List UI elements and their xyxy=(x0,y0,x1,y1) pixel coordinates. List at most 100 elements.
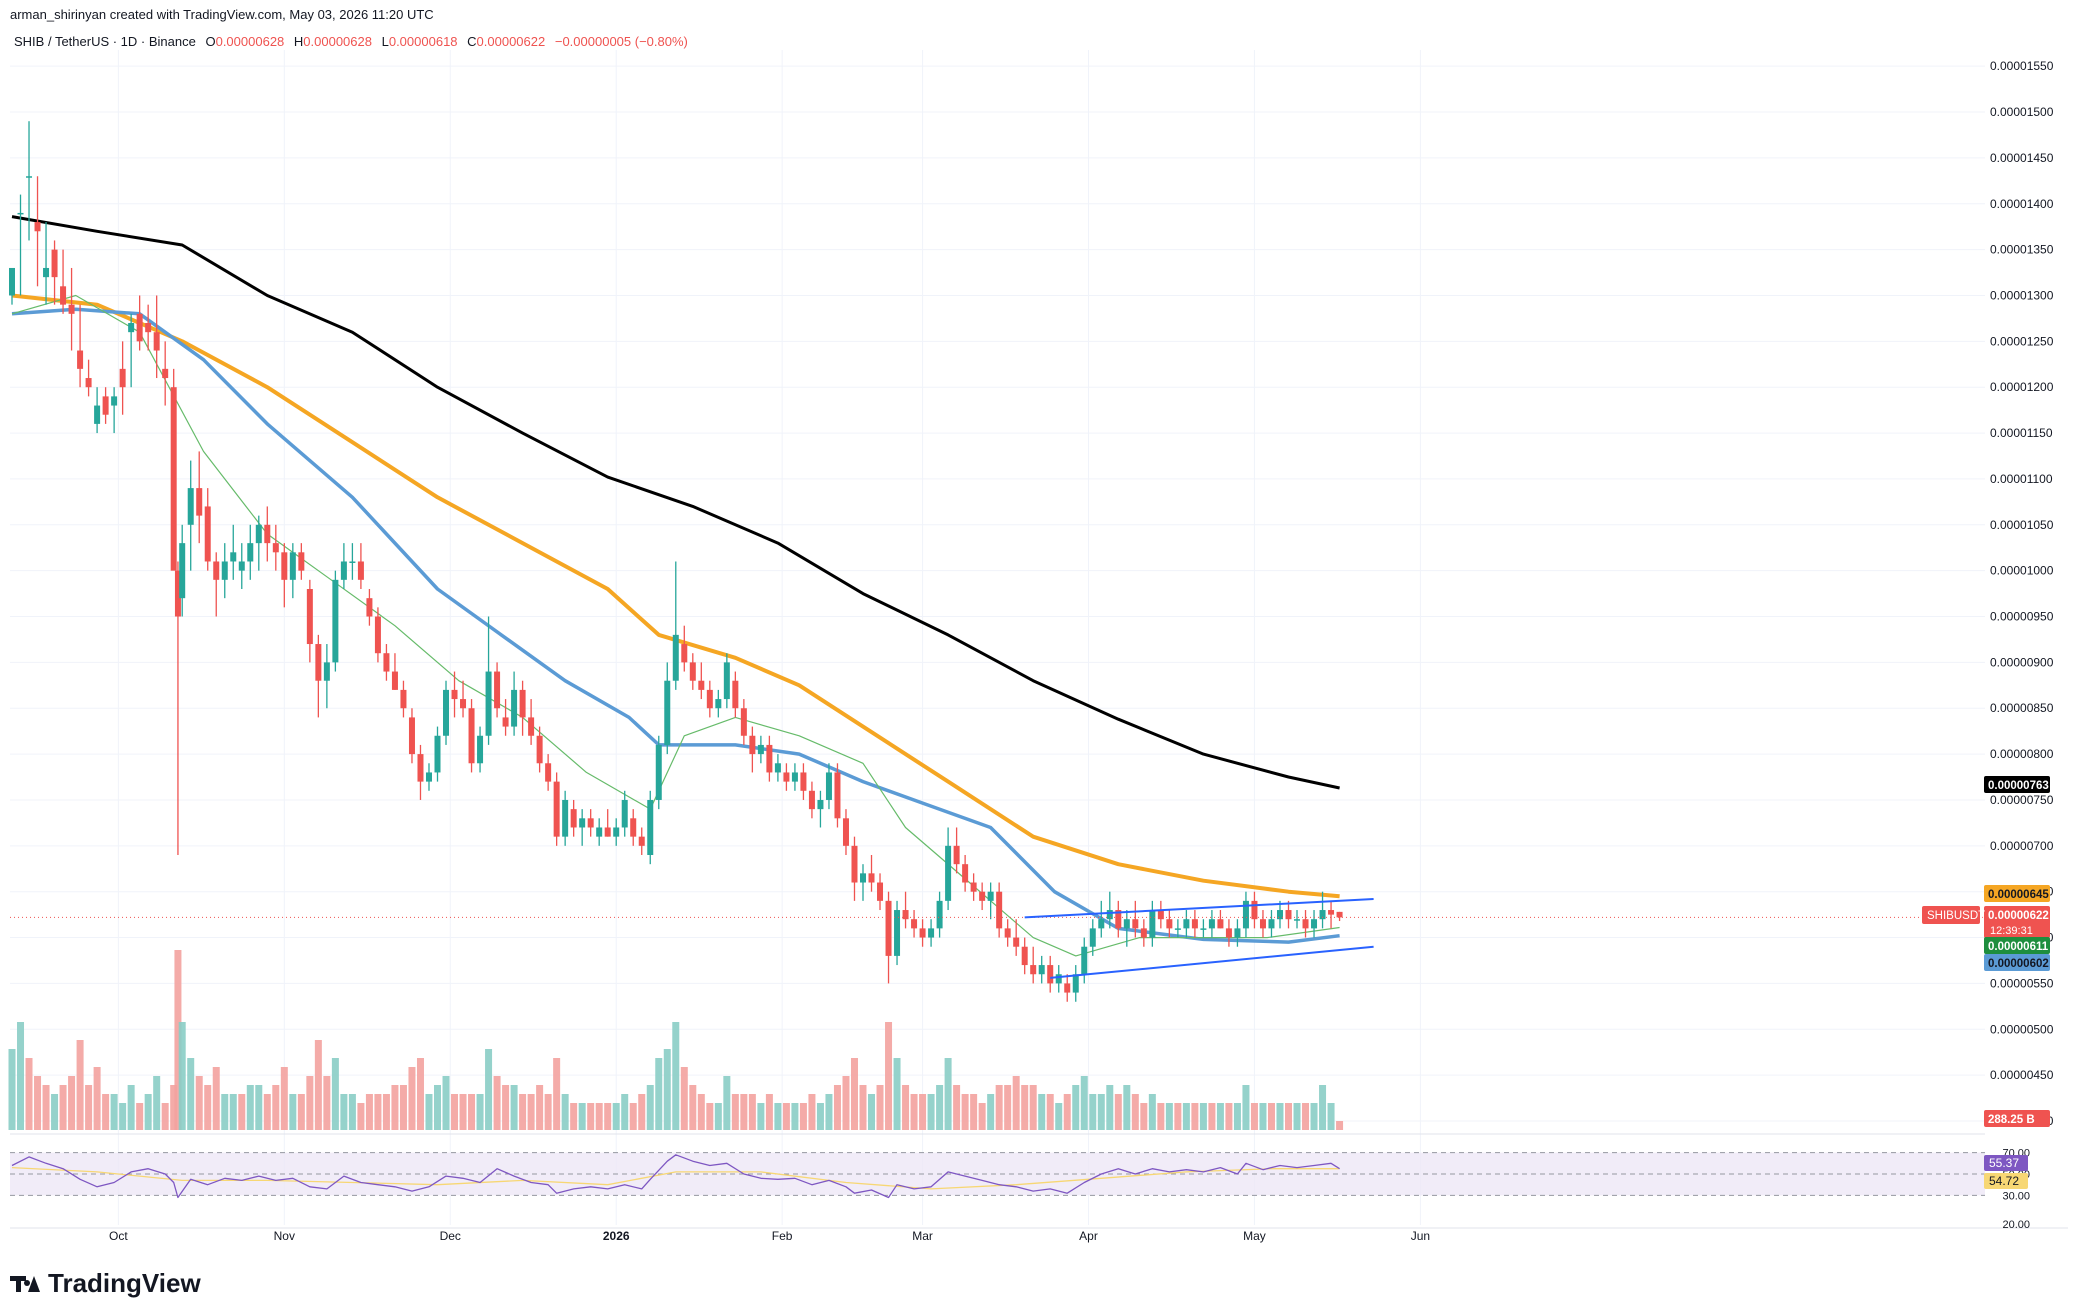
candlestick-series xyxy=(9,121,1985,1002)
candle-body xyxy=(1285,910,1292,920)
candle-body xyxy=(111,396,118,406)
volume-bar xyxy=(170,1085,178,1130)
candle-body xyxy=(511,689,518,727)
volume-bar xyxy=(1182,1103,1190,1130)
candle-body xyxy=(1200,928,1207,930)
volume-bar xyxy=(425,1094,433,1130)
volume-bar xyxy=(927,1094,935,1130)
volume-bar xyxy=(314,1040,322,1130)
volume-bar xyxy=(638,1094,646,1130)
tradingview-logo[interactable]: TradingView xyxy=(10,1268,201,1299)
volume-bar xyxy=(961,1094,969,1130)
volume-bar xyxy=(519,1094,527,1130)
candle-body xyxy=(281,552,288,580)
y-tick-label: 0.00001550 xyxy=(1990,59,2054,73)
candle-body xyxy=(766,744,773,773)
rsi-level-label: 30.00 xyxy=(2002,1190,2030,1202)
change-value: −0.00000005 (−0.80%) xyxy=(554,34,688,49)
candle-body xyxy=(1208,919,1215,929)
channel-line[interactable] xyxy=(1024,898,1374,919)
ma200-price-label-bg xyxy=(1984,776,2050,793)
volume-bar xyxy=(204,1085,212,1130)
candle-body xyxy=(783,772,790,782)
volume-bar xyxy=(697,1094,705,1130)
candle-body xyxy=(647,799,654,855)
candle-body xyxy=(1149,910,1156,938)
candle-body xyxy=(145,323,152,333)
candle-body xyxy=(196,488,203,516)
volume-bar xyxy=(833,1085,841,1130)
candle-body xyxy=(136,313,143,342)
candle-body xyxy=(1013,937,1020,947)
volume-bar xyxy=(468,1094,476,1130)
rsi-line xyxy=(11,1154,1340,1199)
l-value: 0.00000618 xyxy=(388,34,458,49)
candle-body xyxy=(1157,910,1164,920)
volume-bar xyxy=(689,1085,697,1130)
volume-bar xyxy=(723,1076,731,1130)
volume-bar xyxy=(153,1076,161,1130)
candle-body xyxy=(1276,910,1283,920)
volume-bar xyxy=(1208,1103,1216,1130)
channel-lines[interactable] xyxy=(1024,898,1374,979)
volume-bar xyxy=(174,950,182,1130)
volume-bar xyxy=(595,1103,603,1130)
time-axis[interactable]: Oct Nov Dec 2026 Feb Mar Apr May Jun xyxy=(109,1229,1430,1243)
candle-body xyxy=(174,570,181,617)
y-tick-label: 0.00000850 xyxy=(1990,701,2054,715)
candle-body xyxy=(408,717,415,755)
volume-bar xyxy=(1072,1085,1080,1130)
price-axis[interactable]: 0.00001550 0.00001500 0.00001450 0.00001400… xyxy=(1990,59,2054,1128)
channel-line[interactable] xyxy=(1050,945,1374,979)
volume-bar xyxy=(1285,1103,1292,1130)
candle-body xyxy=(545,763,552,782)
volume-bar xyxy=(774,1103,782,1130)
candle-body xyxy=(664,680,671,745)
ma200-line xyxy=(11,215,1340,790)
last-price-label-bg xyxy=(1984,906,2050,938)
candle-body xyxy=(970,882,977,892)
volume-bar xyxy=(570,1103,578,1130)
o-label: O xyxy=(205,34,216,49)
x-tick-label: Jun xyxy=(1411,1229,1430,1243)
candle-body xyxy=(715,699,722,709)
volume-bar xyxy=(731,1094,739,1130)
candle-body xyxy=(443,689,450,736)
candle-body xyxy=(902,910,909,920)
candle-body xyxy=(43,267,50,278)
y-tick-label: 0.00001050 xyxy=(1990,518,2054,532)
volume-bar xyxy=(331,1058,339,1130)
candle-body xyxy=(306,589,313,645)
volume-bar xyxy=(485,1049,493,1130)
c-label: C xyxy=(467,34,477,49)
symbol-line[interactable]: SHIB / TetherUS · 1D · Binance xyxy=(14,34,196,49)
candle-body xyxy=(877,882,884,901)
volume-bar xyxy=(1199,1103,1207,1130)
ma200-price-label-text: 0.00000763 xyxy=(1988,780,2049,792)
volume-bar xyxy=(459,1094,467,1130)
volume-bar xyxy=(263,1094,271,1130)
ma20-price-label-bg xyxy=(1984,937,2050,954)
volume-bar xyxy=(1080,1076,1088,1130)
candle-body xyxy=(366,598,373,617)
candle-body xyxy=(834,772,841,819)
volume-bar xyxy=(144,1094,152,1130)
candle-body xyxy=(825,772,832,800)
volume-bar xyxy=(289,1094,297,1130)
volume-bar xyxy=(1174,1103,1182,1130)
volume-bar xyxy=(1250,1103,1258,1130)
x-tick-label: 2026 xyxy=(603,1229,630,1243)
x-tick-label: May xyxy=(1243,1229,1266,1243)
candle-body xyxy=(391,671,398,690)
candle-body xyxy=(1319,910,1326,920)
ma50-price-label-text: 0.00000602 xyxy=(1988,958,2049,970)
candle-body xyxy=(613,827,620,837)
volume-bar xyxy=(621,1094,629,1130)
candle-body xyxy=(919,928,926,938)
y-tick-label: 0.00000900 xyxy=(1990,655,2054,669)
candle-body xyxy=(400,689,407,709)
candle-body xyxy=(1123,919,1130,929)
candle-body xyxy=(936,900,943,929)
candle-body xyxy=(425,772,432,782)
